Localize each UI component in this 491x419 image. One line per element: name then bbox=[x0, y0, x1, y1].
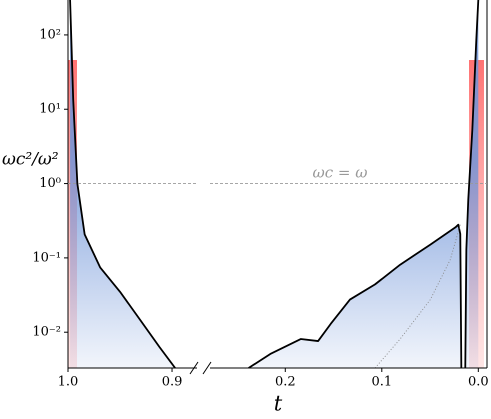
line bbox=[464, 0, 480, 368]
y-tick-label: 10⁰ bbox=[39, 176, 61, 191]
y-tick-label: 10² bbox=[39, 27, 61, 42]
reference-label: ωc = ω bbox=[313, 164, 368, 182]
x-tick-label: 1.0 bbox=[58, 375, 79, 390]
x-tick-label: 0.1 bbox=[371, 375, 392, 390]
x-tick-label: 0.2 bbox=[275, 375, 296, 390]
x-axis-label: t bbox=[274, 392, 283, 416]
y-tick-label: 10¹ bbox=[39, 102, 61, 117]
axis-break bbox=[202, 361, 212, 375]
y-tick-label: 10⁻¹ bbox=[32, 250, 61, 265]
line bbox=[374, 224, 461, 368]
line bbox=[69, 0, 176, 368]
y-axis-label: ωc²/ω² bbox=[2, 150, 59, 170]
x-tick-label: 0.0 bbox=[468, 375, 489, 390]
y-tick-label: 10⁻² bbox=[32, 325, 61, 340]
axis-break bbox=[189, 361, 199, 375]
x-tick-label: 0.9 bbox=[162, 375, 183, 390]
area-fill bbox=[248, 224, 462, 368]
area-fill bbox=[70, 0, 176, 368]
line bbox=[248, 223, 463, 368]
